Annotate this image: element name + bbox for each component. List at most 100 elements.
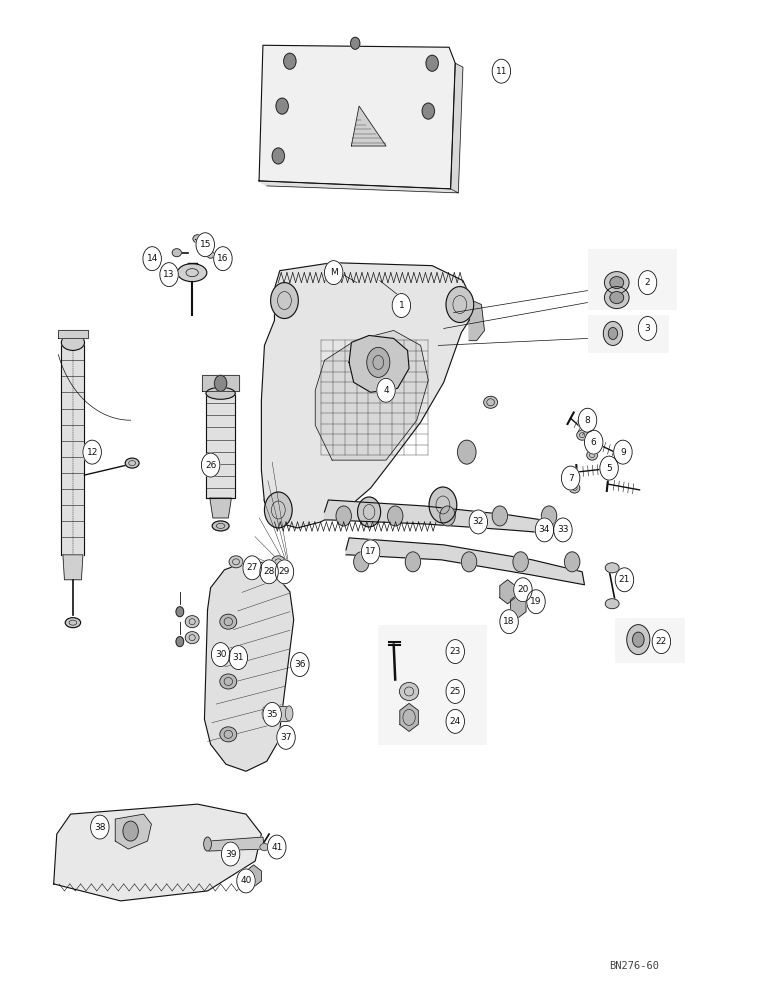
Ellipse shape xyxy=(610,292,624,304)
Ellipse shape xyxy=(185,632,199,644)
Circle shape xyxy=(541,506,557,526)
Circle shape xyxy=(222,842,240,866)
Circle shape xyxy=(429,487,457,523)
Polygon shape xyxy=(59,330,87,338)
Ellipse shape xyxy=(204,837,212,851)
Circle shape xyxy=(614,440,632,464)
Ellipse shape xyxy=(569,483,580,493)
Circle shape xyxy=(229,646,248,670)
Text: 29: 29 xyxy=(279,567,290,576)
Text: 35: 35 xyxy=(266,710,278,719)
Circle shape xyxy=(446,680,465,703)
Ellipse shape xyxy=(62,334,84,350)
Text: BN276-60: BN276-60 xyxy=(609,961,659,971)
Circle shape xyxy=(237,869,256,893)
Text: 40: 40 xyxy=(240,876,252,885)
Ellipse shape xyxy=(220,674,237,689)
Polygon shape xyxy=(499,580,515,604)
Text: 38: 38 xyxy=(94,823,106,832)
Text: 33: 33 xyxy=(557,525,569,534)
Ellipse shape xyxy=(283,740,290,746)
Circle shape xyxy=(290,653,309,677)
Text: 3: 3 xyxy=(645,324,651,333)
Ellipse shape xyxy=(285,706,293,721)
Circle shape xyxy=(600,456,618,480)
Text: 34: 34 xyxy=(539,525,550,534)
Text: 24: 24 xyxy=(449,717,461,726)
Polygon shape xyxy=(510,594,526,618)
Circle shape xyxy=(638,317,657,340)
Circle shape xyxy=(493,59,510,83)
Circle shape xyxy=(277,725,295,749)
Circle shape xyxy=(176,637,184,647)
Circle shape xyxy=(405,552,421,572)
Ellipse shape xyxy=(587,450,598,460)
Circle shape xyxy=(367,347,390,377)
Circle shape xyxy=(499,610,518,634)
Circle shape xyxy=(513,552,528,572)
Circle shape xyxy=(392,294,411,318)
Circle shape xyxy=(283,53,296,69)
Circle shape xyxy=(388,506,403,526)
Circle shape xyxy=(446,709,465,733)
Ellipse shape xyxy=(207,251,215,258)
Circle shape xyxy=(440,506,455,526)
Ellipse shape xyxy=(604,272,629,294)
Polygon shape xyxy=(400,703,418,731)
Circle shape xyxy=(243,556,262,580)
Ellipse shape xyxy=(260,844,269,851)
Text: 22: 22 xyxy=(655,637,667,646)
Text: 41: 41 xyxy=(271,843,283,852)
Circle shape xyxy=(215,375,227,391)
Circle shape xyxy=(426,55,438,71)
Text: 8: 8 xyxy=(584,416,591,425)
Circle shape xyxy=(273,148,284,164)
Text: 13: 13 xyxy=(164,270,174,279)
Circle shape xyxy=(535,518,554,542)
Text: 2: 2 xyxy=(645,278,650,287)
Circle shape xyxy=(271,283,298,319)
Circle shape xyxy=(377,378,395,402)
Ellipse shape xyxy=(605,599,619,609)
Circle shape xyxy=(83,440,101,464)
Ellipse shape xyxy=(608,327,618,339)
Circle shape xyxy=(276,98,288,114)
Text: 20: 20 xyxy=(517,585,529,594)
Ellipse shape xyxy=(605,563,619,573)
Circle shape xyxy=(212,643,230,667)
Text: 12: 12 xyxy=(86,448,98,457)
Circle shape xyxy=(201,453,220,477)
Polygon shape xyxy=(205,562,293,771)
Ellipse shape xyxy=(627,625,650,655)
Polygon shape xyxy=(351,106,386,146)
Text: 15: 15 xyxy=(199,240,211,249)
Text: 39: 39 xyxy=(225,850,236,859)
Circle shape xyxy=(513,578,532,602)
Text: 17: 17 xyxy=(365,547,377,556)
Text: 36: 36 xyxy=(294,660,306,669)
Text: 23: 23 xyxy=(449,647,461,656)
Text: 19: 19 xyxy=(530,597,542,606)
Text: 7: 7 xyxy=(567,474,574,483)
Circle shape xyxy=(214,247,232,271)
Ellipse shape xyxy=(577,430,587,440)
Circle shape xyxy=(615,568,634,592)
Text: 16: 16 xyxy=(217,254,229,263)
Text: 32: 32 xyxy=(472,517,484,526)
Circle shape xyxy=(652,630,671,654)
Text: 18: 18 xyxy=(503,617,515,626)
Ellipse shape xyxy=(220,614,237,629)
Polygon shape xyxy=(54,804,262,901)
Ellipse shape xyxy=(212,521,229,531)
Circle shape xyxy=(469,510,488,534)
Polygon shape xyxy=(469,301,485,340)
Polygon shape xyxy=(246,865,262,887)
Circle shape xyxy=(263,702,281,726)
Bar xyxy=(62,342,84,555)
Circle shape xyxy=(336,506,351,526)
Polygon shape xyxy=(115,814,151,849)
Text: 37: 37 xyxy=(280,733,292,742)
Polygon shape xyxy=(324,500,559,534)
Bar xyxy=(378,625,486,744)
Circle shape xyxy=(350,37,360,49)
